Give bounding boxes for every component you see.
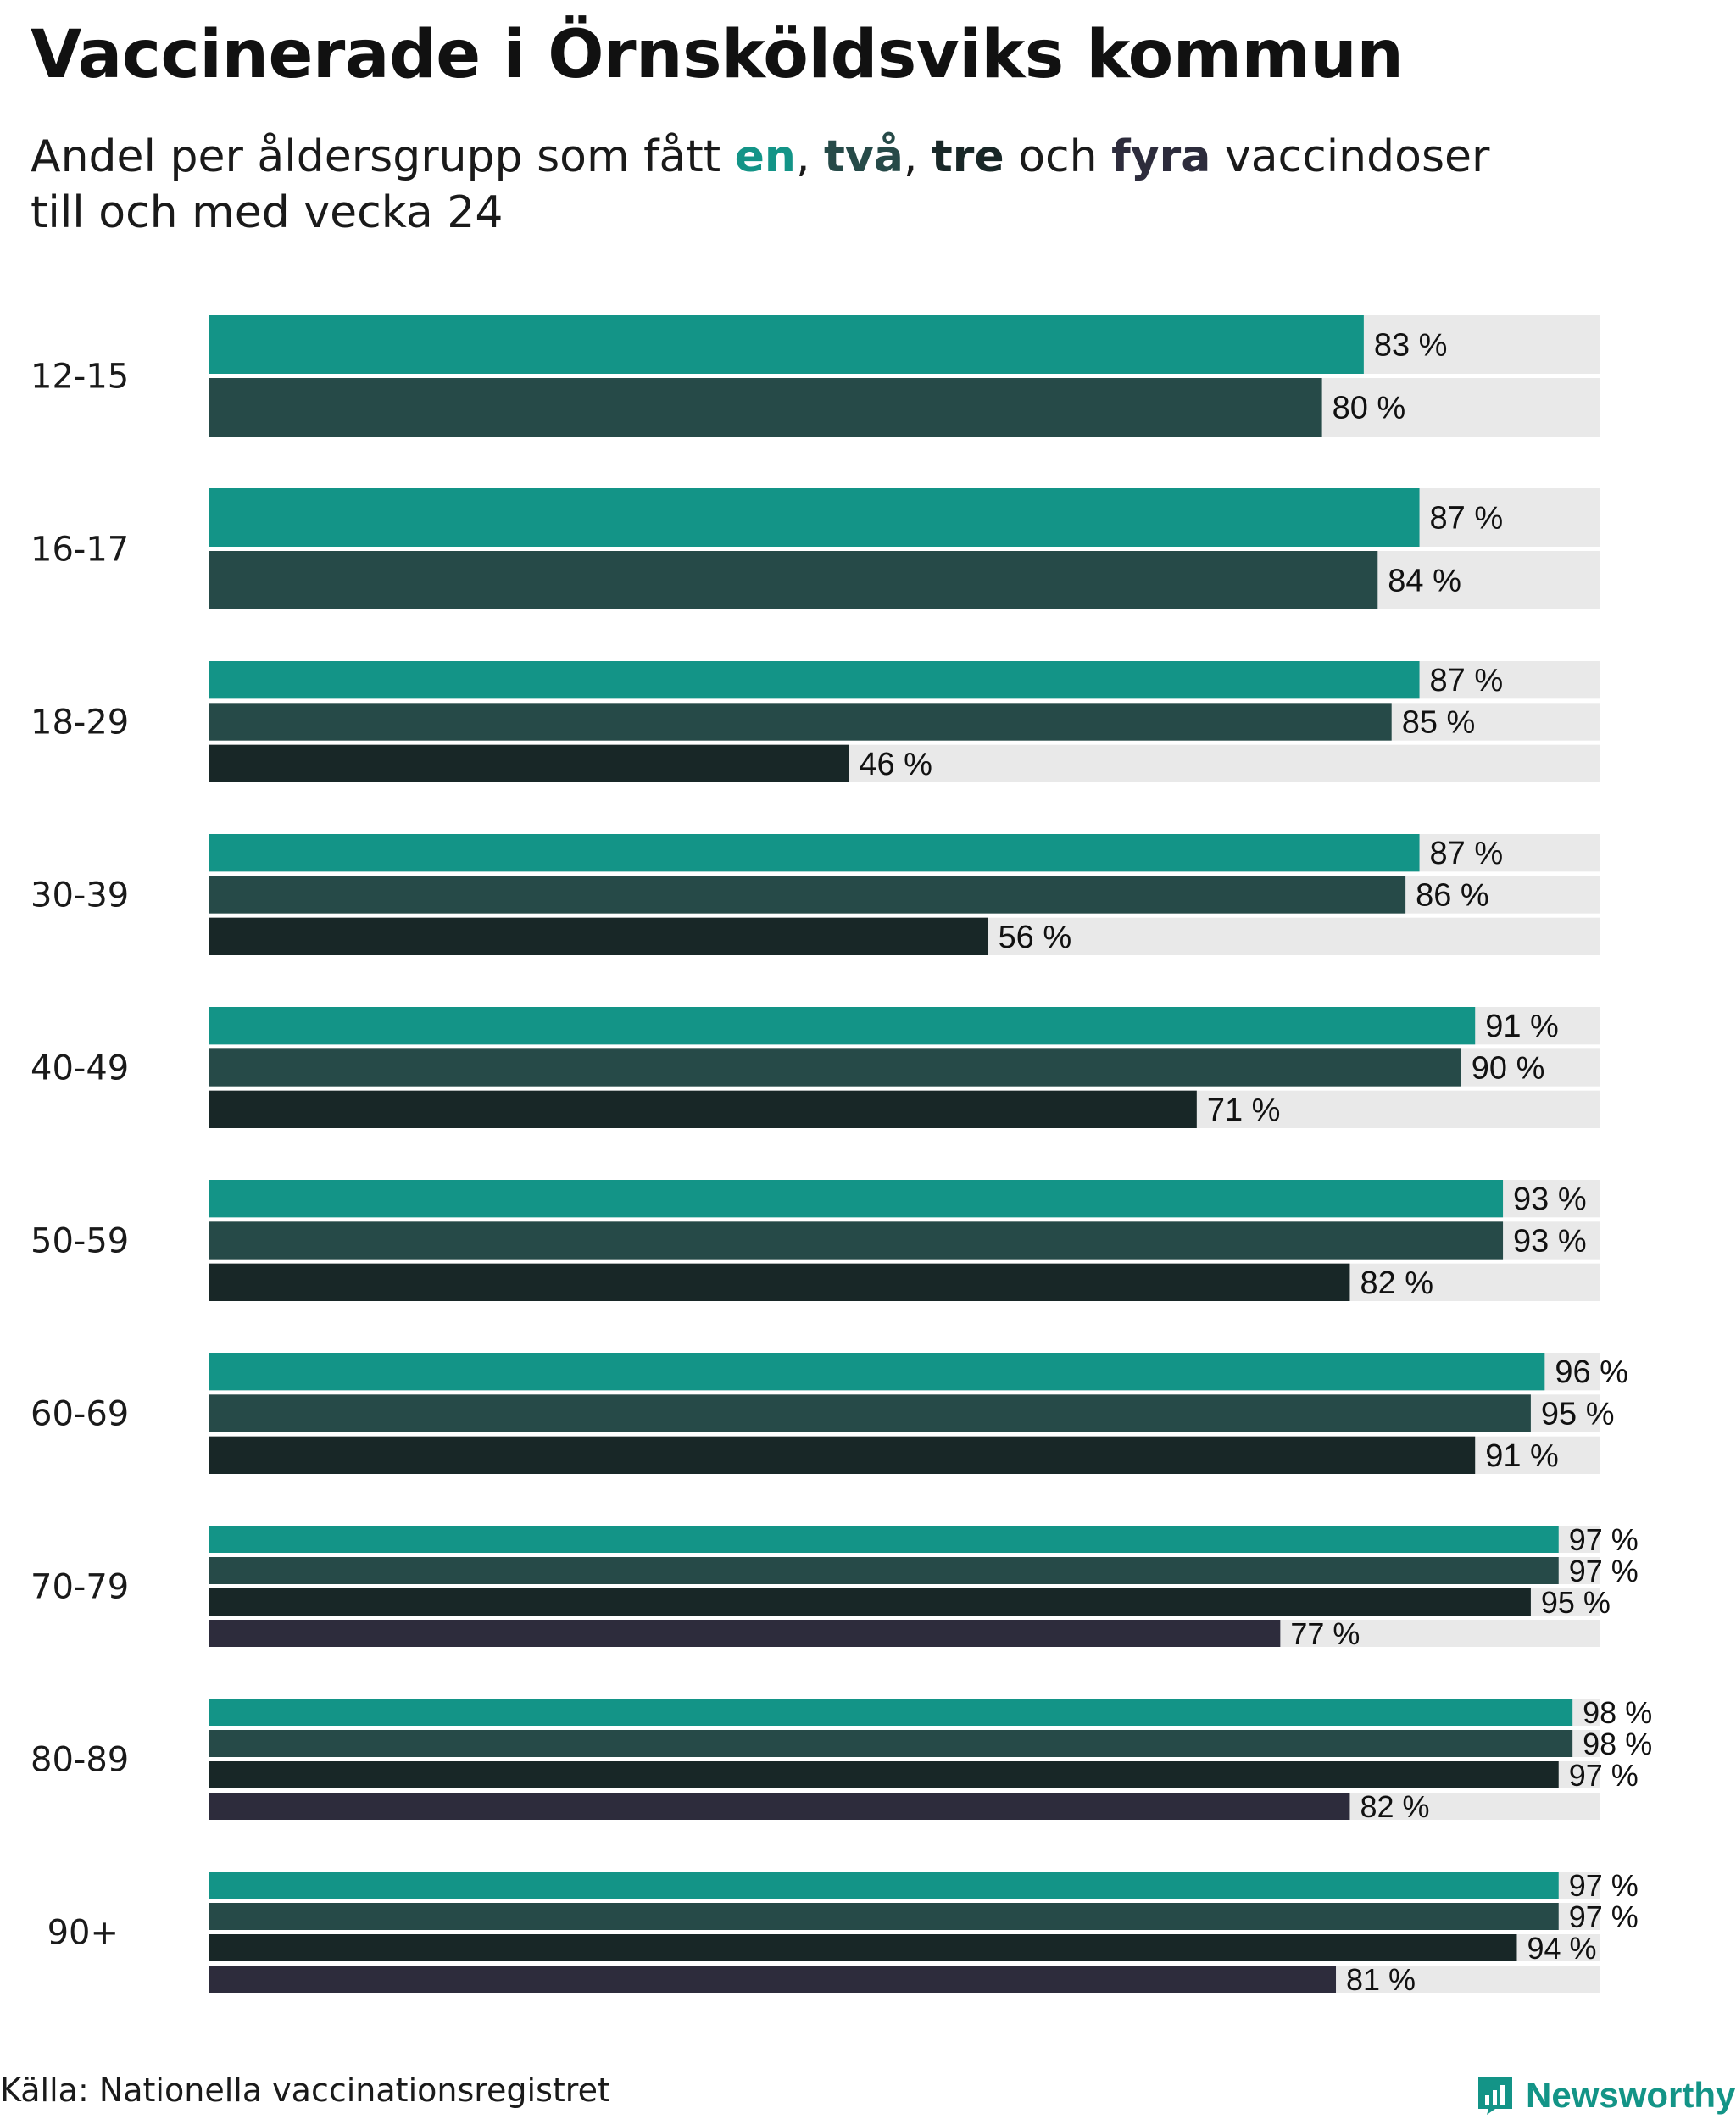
bar-value-label: 96 % bbox=[1555, 1354, 1628, 1390]
bar-70-79-tre bbox=[209, 1588, 1531, 1616]
age-group-label: 50-59 bbox=[31, 1222, 129, 1261]
bar-value-label: 84 % bbox=[1388, 564, 1461, 599]
subtitle-dose-tva: två bbox=[824, 131, 904, 182]
bar-value-label: 71 % bbox=[1207, 1093, 1281, 1128]
newsworthy-logo-icon bbox=[1478, 2077, 1512, 2115]
bar-value-label: 87 % bbox=[1430, 663, 1504, 698]
bar-40-49-två bbox=[209, 1048, 1461, 1087]
chart-subtitle: Andel per åldersgrupp som fått en, två, … bbox=[31, 129, 1641, 241]
bar-18-29-två bbox=[209, 703, 1392, 741]
bar-value-label: 86 % bbox=[1416, 878, 1489, 914]
bar-value-label: 77 % bbox=[1290, 1616, 1360, 1651]
bar-30-39-tre bbox=[209, 917, 988, 955]
bar-18-29-tre bbox=[209, 744, 849, 782]
subtitle-dose-fyra: fyra bbox=[1111, 131, 1211, 182]
subtitle-line-2: till och med vecka 24 bbox=[31, 187, 504, 238]
bar-40-49-tre bbox=[209, 1090, 1197, 1128]
bar-30-39-en bbox=[209, 834, 1420, 872]
bar-60-69-en bbox=[209, 1353, 1545, 1391]
bar-80-89-tre bbox=[209, 1761, 1559, 1788]
bar-50-59-två bbox=[209, 1221, 1504, 1260]
bar-70-79-två bbox=[209, 1557, 1559, 1584]
age-group-label: 80-89 bbox=[31, 1741, 129, 1780]
subtitle-dose-en: en bbox=[734, 131, 796, 182]
bar-value-label: 90 % bbox=[1472, 1051, 1545, 1087]
bar-70-79-en bbox=[209, 1526, 1559, 1553]
bar-value-label: 93 % bbox=[1513, 1224, 1587, 1260]
bar-value-label: 81 % bbox=[1346, 1962, 1416, 1997]
bar-value-label: 80 % bbox=[1333, 391, 1406, 426]
newsworthy-logo-text: Newsworthy bbox=[1526, 2075, 1736, 2115]
bar-value-label: 98 % bbox=[1583, 1695, 1652, 1730]
bar-60-69-tre bbox=[209, 1436, 1476, 1474]
bar-value-label: 83 % bbox=[1374, 328, 1448, 364]
age-group-label: 18-29 bbox=[31, 704, 129, 742]
bar-12-15-två bbox=[209, 378, 1322, 437]
bar-value-label: 97 % bbox=[1569, 1868, 1639, 1903]
subtitle-prefix: Andel per åldersgrupp som fått bbox=[31, 131, 735, 182]
source-note: Källa: Nationella vaccinationsregistret bbox=[0, 2072, 610, 2109]
bar-value-label: 97 % bbox=[1569, 1899, 1639, 1934]
bar-value-label: 82 % bbox=[1360, 1789, 1429, 1824]
bar-50-59-en bbox=[209, 1180, 1504, 1218]
age-group-label: 12-15 bbox=[31, 358, 129, 397]
subtitle-line-1: Andel per åldersgrupp som fått en, två, … bbox=[31, 129, 1641, 185]
chart-title: Vaccinerade i Örnsköldsviks kommun bbox=[31, 17, 1404, 93]
bar-50-59-tre bbox=[209, 1263, 1350, 1301]
bar-value-label: 82 % bbox=[1360, 1265, 1433, 1301]
bar-60-69-två bbox=[209, 1394, 1531, 1432]
subtitle-separator: , bbox=[795, 131, 825, 182]
bar-value-label: 97 % bbox=[1569, 1522, 1639, 1557]
bar-value-label: 85 % bbox=[1402, 705, 1476, 741]
bar-value-label: 46 % bbox=[859, 747, 932, 782]
subtitle-separator: och bbox=[1004, 131, 1112, 182]
bar-value-label: 91 % bbox=[1485, 1438, 1559, 1474]
bar-value-label: 98 % bbox=[1583, 1727, 1652, 1761]
bar-value-label: 95 % bbox=[1541, 1585, 1611, 1620]
bar-80-89-två bbox=[209, 1730, 1573, 1757]
bar-70-79-fyra bbox=[209, 1620, 1281, 1647]
age-group-label: 40-49 bbox=[31, 1049, 129, 1088]
bar-40-49-en bbox=[209, 1007, 1476, 1045]
subtitle-dose-tre: tre bbox=[931, 131, 1004, 182]
bar-value-label: 93 % bbox=[1513, 1182, 1587, 1217]
bar-80-89-en bbox=[209, 1699, 1573, 1726]
bar-90+-tre bbox=[209, 1934, 1517, 1961]
subtitle-suffix: vaccindoser bbox=[1210, 131, 1490, 182]
bar-12-15-en bbox=[209, 315, 1364, 374]
bar-90+-fyra bbox=[209, 1966, 1337, 1993]
bar-value-label: 91 % bbox=[1485, 1009, 1559, 1044]
newsworthy-logo: Newsworthy bbox=[1477, 2075, 1735, 2116]
bar-value-label: 94 % bbox=[1527, 1931, 1596, 1966]
bar-16-17-två bbox=[209, 551, 1378, 609]
bar-value-label: 95 % bbox=[1541, 1397, 1615, 1432]
bar-value-label: 56 % bbox=[999, 920, 1072, 955]
bar-value-label: 97 % bbox=[1569, 1554, 1639, 1588]
age-group-label: 30-39 bbox=[31, 876, 129, 915]
subtitle-separator: , bbox=[903, 131, 932, 182]
bar-18-29-en bbox=[209, 661, 1420, 699]
bar-80-89-fyra bbox=[209, 1793, 1350, 1820]
age-group-label: 70-79 bbox=[31, 1568, 129, 1607]
age-group-label: 60-69 bbox=[31, 1395, 129, 1434]
bar-90+-två bbox=[209, 1903, 1559, 1930]
bar-16-17-en bbox=[209, 488, 1420, 547]
age-group-label: 90+ bbox=[47, 1914, 119, 1953]
bar-value-label: 87 % bbox=[1430, 501, 1504, 537]
age-group-label: 16-17 bbox=[31, 531, 129, 570]
bar-value-label: 87 % bbox=[1430, 836, 1504, 871]
bar-value-label: 97 % bbox=[1569, 1758, 1639, 1793]
bar-90+-en bbox=[209, 1872, 1559, 1899]
bar-30-39-två bbox=[209, 876, 1406, 914]
